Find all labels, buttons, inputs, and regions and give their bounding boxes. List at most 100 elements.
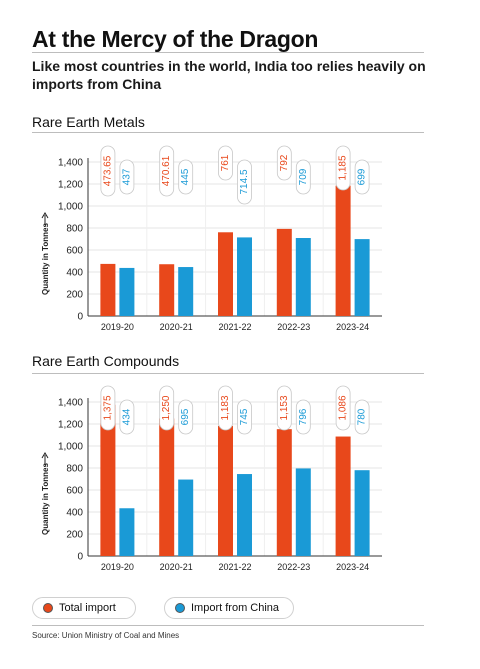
y-tick-label: 800 bbox=[66, 464, 83, 475]
value-label: 1,153 bbox=[279, 395, 290, 420]
bar-import-from-china bbox=[237, 474, 252, 556]
value-label: 1,250 bbox=[161, 395, 172, 420]
bar-total-import bbox=[218, 425, 233, 556]
title-divider bbox=[32, 52, 424, 53]
legend: Total import Import from China bbox=[32, 597, 424, 621]
value-label: 434 bbox=[121, 408, 132, 425]
value-label-pill bbox=[119, 159, 135, 195]
bar-total-import bbox=[159, 418, 175, 556]
bar-total-import bbox=[218, 232, 233, 316]
value-label-pill bbox=[276, 385, 292, 431]
value-label-pill bbox=[354, 159, 370, 195]
source-note: Source: Union Ministry of Coal and Mines bbox=[32, 631, 180, 640]
chart1-divider bbox=[32, 132, 424, 133]
y-tick-label: 600 bbox=[66, 486, 83, 497]
legend-total-import: Total import bbox=[32, 597, 136, 619]
value-label: 761 bbox=[220, 154, 231, 171]
y-tick-label: 1,400 bbox=[58, 158, 83, 169]
y-tick-label: 0 bbox=[77, 312, 83, 323]
value-label: 780 bbox=[357, 408, 368, 425]
value-label-pill bbox=[295, 159, 311, 195]
value-label: 1,375 bbox=[102, 395, 113, 420]
y-tick-label: 800 bbox=[66, 224, 83, 235]
value-label: 470.61 bbox=[161, 155, 172, 186]
x-tick-label: 2021-22 bbox=[218, 562, 251, 572]
value-label-pill bbox=[159, 385, 175, 431]
x-tick-label: 2022-23 bbox=[277, 322, 310, 332]
y-tick-label: 1,200 bbox=[58, 420, 83, 431]
total-import-swatch bbox=[43, 603, 53, 613]
bar-total-import bbox=[100, 404, 116, 556]
y-tick-label: 1,400 bbox=[58, 398, 83, 409]
value-label-pill bbox=[100, 385, 116, 431]
y-tick-label: 1,200 bbox=[58, 180, 83, 191]
page-title: At the Mercy of the Dragon bbox=[32, 26, 319, 52]
value-label-pill bbox=[354, 399, 370, 435]
rare-earth-metals-chart: 0 200 400 600 800 1,000 1,200 1,400 Quantity in … bbox=[41, 145, 382, 332]
value-label: 473.65 bbox=[102, 155, 113, 186]
rare-earth-compounds-chart: 0 200 400 600 800 1,000 1,200 1,400 Quantity in … bbox=[41, 385, 382, 572]
value-label: 792 bbox=[279, 154, 290, 171]
y-tick-label: 0 bbox=[77, 552, 83, 563]
bar-import-from-china bbox=[119, 267, 135, 316]
y-tick-label: 200 bbox=[66, 530, 83, 541]
legend-china-import: Import from China bbox=[164, 597, 294, 619]
bar-import-from-china bbox=[178, 479, 194, 556]
bar-total-import bbox=[335, 436, 351, 556]
value-label: 437 bbox=[121, 168, 132, 185]
chart1-title: Rare Earth Metals bbox=[32, 114, 145, 130]
x-tick-label: 2020-21 bbox=[160, 322, 193, 332]
y-tick-label: 1,000 bbox=[58, 202, 83, 213]
value-label: 445 bbox=[180, 168, 191, 185]
y-axis-label: Quantity in Tonnes bbox=[41, 463, 50, 535]
y-tick-label: 600 bbox=[66, 246, 83, 257]
value-label-pill bbox=[237, 399, 252, 435]
value-label-pill bbox=[178, 399, 194, 435]
value-label: 714.5 bbox=[239, 169, 250, 194]
value-label-pill bbox=[237, 159, 252, 205]
page-subtitle: Like most countries in the world, India … bbox=[32, 58, 426, 92]
x-tick-label: 2023-24 bbox=[336, 562, 369, 572]
bar-total-import bbox=[159, 264, 175, 316]
value-label-pill bbox=[276, 145, 292, 181]
y-tick-label: 1,000 bbox=[58, 442, 83, 453]
legend-total-label: Total import bbox=[59, 602, 116, 614]
bar-import-from-china bbox=[178, 267, 194, 316]
chart2-divider bbox=[32, 373, 424, 374]
value-label: 1,086 bbox=[338, 395, 349, 420]
value-label-pill bbox=[335, 385, 351, 431]
x-tick-label: 2023-24 bbox=[336, 322, 369, 332]
x-tick-label: 2020-21 bbox=[160, 562, 193, 572]
bar-import-from-china bbox=[119, 508, 135, 556]
x-tick-label: 2022-23 bbox=[277, 562, 310, 572]
bar-total-import bbox=[276, 429, 292, 556]
legend-divider bbox=[32, 625, 424, 626]
value-label-pill bbox=[100, 145, 116, 197]
bar-import-from-china bbox=[295, 238, 311, 316]
bar-import-from-china bbox=[354, 470, 370, 556]
value-label-pill bbox=[218, 385, 233, 431]
value-label: 796 bbox=[298, 408, 309, 425]
value-label-pill bbox=[119, 399, 135, 435]
y-axis-arrow-head bbox=[41, 212, 49, 219]
legend-china-label: Import from China bbox=[191, 602, 280, 614]
bar-import-from-china bbox=[295, 468, 311, 556]
y-tick-label: 200 bbox=[66, 290, 83, 301]
y-tick-label: 400 bbox=[66, 508, 83, 519]
bar-import-from-china bbox=[237, 237, 252, 316]
bar-total-import bbox=[276, 228, 292, 316]
value-label: 745 bbox=[239, 408, 250, 425]
value-label-pill bbox=[178, 159, 194, 195]
y-axis-arrow-head bbox=[41, 452, 49, 459]
bar-total-import bbox=[100, 263, 116, 316]
value-label: 709 bbox=[298, 168, 309, 185]
value-label-pill bbox=[335, 145, 351, 191]
bar-total-import bbox=[335, 185, 351, 316]
chart2-title: Rare Earth Compounds bbox=[32, 353, 180, 369]
value-label: 1,183 bbox=[220, 395, 231, 420]
bar-import-from-china bbox=[354, 239, 370, 316]
value-label-pill bbox=[295, 399, 311, 435]
y-tick-label: 400 bbox=[66, 268, 83, 279]
y-axis-label: Quantity in Tonnes bbox=[41, 223, 50, 295]
value-label: 699 bbox=[357, 168, 368, 185]
